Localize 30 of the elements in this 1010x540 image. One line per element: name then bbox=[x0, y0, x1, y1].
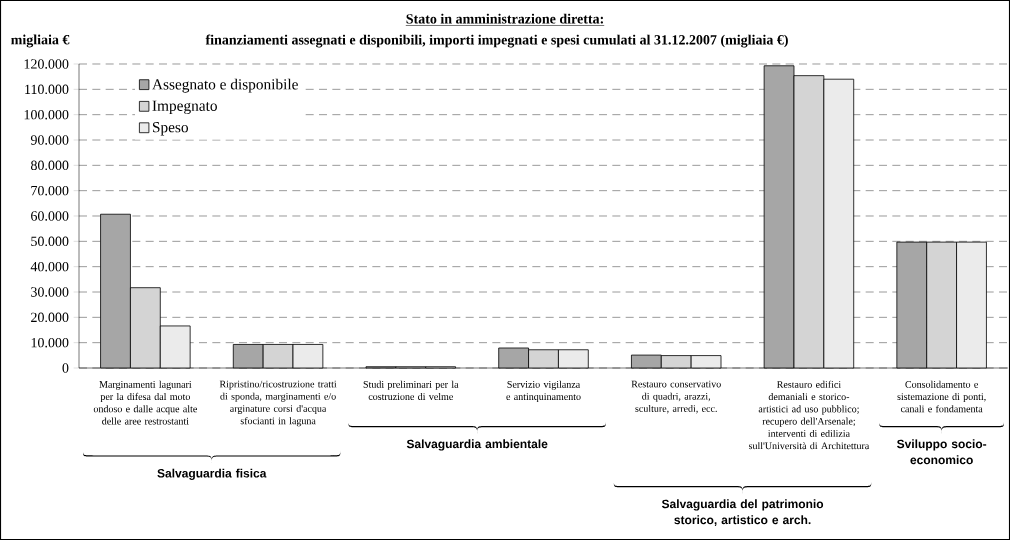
x-tick-label: Restauro conservativo di quadri, arazzi, sculture, arredi, ecc. bbox=[631, 380, 721, 414]
y-tick-label: 80.000 bbox=[30, 160, 69, 171]
y-tick-label: 0 bbox=[62, 363, 69, 373]
y-tick-label: 10.000 bbox=[31, 337, 69, 348]
chart-title: Stato in amministrazione diretta: bbox=[406, 13, 603, 24]
y-tick-label: 70.000 bbox=[31, 185, 69, 196]
y-tick-label: 20.000 bbox=[31, 312, 69, 323]
text: Salvaguardia fisica bbox=[157, 468, 267, 480]
x-tick-label: Restauro edifici demaniali e storico-artistici ad uso pubblico; recupero dell'Arsenale; interventi di edilizia sull'Università di Architettura bbox=[749, 380, 870, 450]
text: Salvaguardia del patrimonio storico, artistico e arch. bbox=[661, 499, 824, 526]
x-tick-label: Ripristino/ricostruzione tratti di sponda, marginamenti e/o arginature corsi d'acqua sfocianti in laguna bbox=[219, 380, 337, 427]
y-tick-label: 60.000 bbox=[31, 211, 69, 221]
x-tick-label: Marginamenti lagunari per la difesa dal moto ondoso e dalle acque alte delle aree restrostanti bbox=[93, 380, 197, 425]
text: Sviluppo socio-economico bbox=[897, 439, 987, 465]
y-tick-label: 120.000 bbox=[24, 59, 69, 69]
y-tick-label: 40.000 bbox=[30, 261, 69, 272]
y-tick-label: 100.000 bbox=[24, 109, 69, 120]
y-axis-title: migliaia € bbox=[11, 34, 70, 48]
x-tick-label: Studi preliminari per la costruzione di velme bbox=[363, 380, 459, 401]
y-tick-label: 90.000 bbox=[30, 135, 69, 145]
y-tick-label: 50.000 bbox=[31, 236, 69, 247]
legend-label: Assegnato e disponibile bbox=[152, 78, 298, 93]
chart-subtitle: finanziamenti assegnati e disponibili, importi impegnati e spesi cumulati al 31.12.2007 (migliaia €) bbox=[205, 34, 788, 48]
text: Salvaguardia ambientale bbox=[406, 439, 548, 451]
y-tick-label: 30.000 bbox=[31, 287, 69, 297]
y-tick-label: 110.000 bbox=[25, 84, 69, 95]
x-tick-label: Servizio vigilanza e antinquinamento bbox=[506, 380, 581, 403]
x-tick-label: Consolidamento e sistemazione di ponti, canali e fondamenta bbox=[897, 380, 986, 413]
legend-label: Speso bbox=[152, 122, 189, 136]
legend-label: Impegnato bbox=[152, 100, 217, 115]
